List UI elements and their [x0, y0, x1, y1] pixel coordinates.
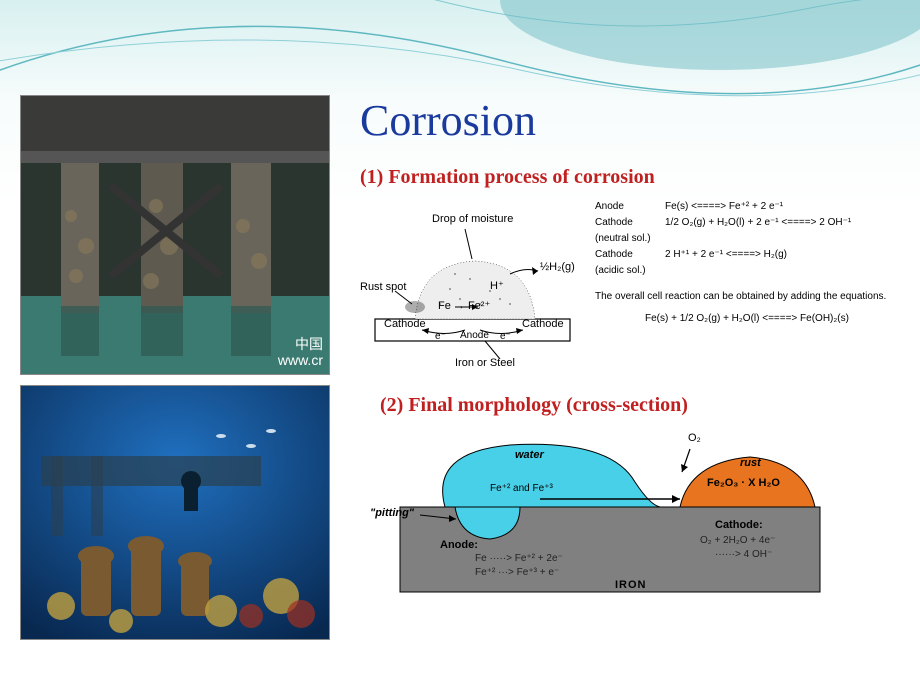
label-anode2: Anode: — [440, 539, 478, 551]
label-fe-arrow: Fe → Fe²⁺ — [438, 299, 490, 312]
label-water: water — [515, 449, 544, 461]
label-e-right: e⁻ — [500, 331, 511, 342]
label-substrate: Iron or Steel — [455, 357, 515, 369]
photo-watermark: 中国 www.cr — [278, 337, 323, 368]
label-anode: Anode — [460, 330, 489, 341]
formation-diagram-row: Drop of moisture Rust spot ½H₂(g) H⁺ Fe … — [360, 199, 910, 382]
droplet-diagram: Drop of moisture Rust spot ½H₂(g) H⁺ Fe … — [360, 199, 585, 382]
eq-neutral-note: (neutral sol.) — [595, 231, 665, 247]
photo-bridge-piers: 中国 www.cr — [20, 95, 330, 375]
eq-cathode-n-label: Cathode — [595, 215, 665, 231]
right-content-column: Corrosion (1) Formation process of corro… — [330, 95, 920, 690]
slide-content: 中国 www.cr — [0, 95, 920, 690]
label-rust-formula: Fe₂O₃ · X H₂O — [707, 477, 780, 489]
label-e-left: e⁻ — [435, 331, 446, 342]
label-rust-spot: Rust spot — [360, 281, 406, 293]
eq-cathode-a: 2 H⁺¹ + 2 e⁻¹ <====> H₂(g) — [665, 247, 787, 263]
label-o2: O₂ — [688, 432, 701, 444]
label-h2g: ½H₂(g) — [540, 261, 575, 273]
subhead-formation: (1) Formation process of corrosion — [360, 166, 910, 189]
label-iron: IRON — [615, 579, 647, 591]
eq-anode2-2: Fe⁺² ···> Fe⁺³ + e⁻ — [475, 567, 559, 578]
label-hplus: H⁺ — [490, 279, 504, 292]
watermark-line2: www.cr — [278, 353, 323, 368]
watermark-line1: 中国 — [278, 337, 323, 352]
eq-overall: Fe(s) + 1/2 O₂(g) + H₂O(l) <====> Fe(OH)… — [595, 311, 886, 327]
eq-anode: Fe(s) <====> Fe⁺² + 2 e⁻¹ — [665, 199, 783, 215]
eq-anode2-1: Fe ·····> Fe⁺² + 2e⁻ — [475, 553, 563, 564]
eq-anode-label: Anode — [595, 199, 665, 215]
left-image-column: 中国 www.cr — [0, 95, 330, 690]
subhead-morphology: (2) Final morphology (cross-section) — [380, 394, 910, 417]
eq-cathode2-1: O₂ + 2H₂O + 4e⁻ — [700, 535, 775, 546]
photo-underwater-wreck — [20, 385, 330, 640]
eq-overall-text: The overall cell reaction can be obtaine… — [595, 289, 886, 305]
label-cathode2: Cathode: — [715, 519, 763, 531]
eq-cathode-n: 1/2 O₂(g) + H₂O(l) + 2 e⁻¹ <====> 2 OH⁻¹ — [665, 215, 851, 231]
label-cathode-left: Cathode — [384, 318, 426, 330]
page-title: Corrosion — [360, 95, 910, 146]
label-cathode-right: Cathode — [522, 318, 564, 330]
label-pitting: "pitting" — [370, 507, 414, 519]
cross-section-diagram: water O₂ rust Fe₂O₃ · X H₂O Fe⁺² and Fe⁺… — [360, 427, 860, 602]
label-drop: Drop of moisture — [432, 213, 513, 225]
label-fe-ions: Fe⁺² and Fe⁺³ — [490, 483, 553, 494]
eq-cathode2-2: ······> 4 OH⁻ — [715, 549, 772, 560]
eq-acid-note: (acidic sol.) — [595, 263, 665, 279]
eq-cathode-a-label: Cathode — [595, 247, 665, 263]
label-rust: rust — [740, 457, 761, 469]
reaction-equations: Anode Fe(s) <====> Fe⁺² + 2 e⁻¹ Cathode … — [595, 199, 886, 327]
